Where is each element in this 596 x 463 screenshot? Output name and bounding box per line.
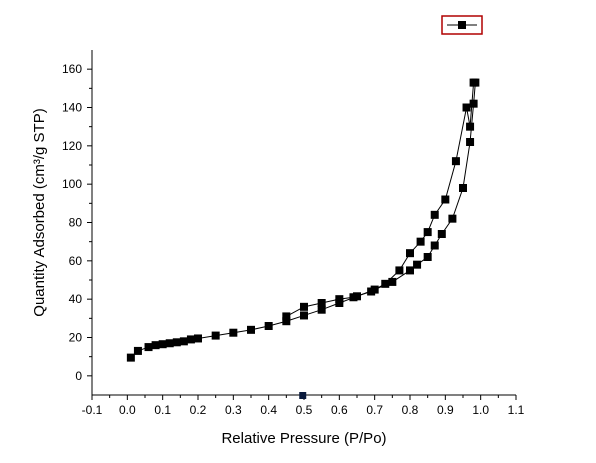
y-ticks: 0 20 40 60 80 100 120 140 160 [62,62,92,383]
series-2-point [395,266,404,275]
stray-marker [299,392,307,399]
y-tick-label: 120 [62,139,82,153]
y-tick-label: 0 [75,369,82,383]
series-1-point [133,346,142,355]
series-2-point [406,249,414,258]
series-1-point [144,343,153,352]
series-points [126,78,480,362]
x-tick-label: 0.6 [331,403,348,417]
series-2-point [430,210,439,219]
series-2-point [441,195,450,204]
series-1-point [459,184,467,192]
series-1-point [179,337,188,346]
legend [441,15,483,35]
x-tick-label: 0.7 [366,403,383,417]
x-axis-title: Relative Pressure (P/Po) [221,430,386,447]
y-tick-label: 40 [69,292,83,306]
legend-series-marker [458,21,466,29]
series-2-point [282,312,291,321]
series-1-point [151,341,160,350]
series-1-point [186,335,195,344]
series-1-point [388,277,397,286]
series-2-point [416,237,425,246]
series-1-point [437,230,446,238]
series-1-point [264,322,273,330]
x-tick-label: 0.9 [437,403,454,417]
x-tick-label: 0.3 [225,403,242,417]
series-1-point [423,253,432,261]
y-tick-label: 160 [62,62,82,76]
series-1-point [194,334,202,343]
series-1-point [300,311,308,320]
series-1-point [126,353,135,362]
series-1-point [448,214,457,223]
y-tick-label: 100 [62,177,82,191]
series-2-point [451,157,460,166]
y-axis-title: Quantity Adsorbed (cm³/g STP) [31,108,48,316]
series-2-point [349,293,358,302]
series-1-point [466,138,475,146]
series-2-point [466,122,475,131]
series-1-point [406,266,414,275]
series-1-point [158,340,167,349]
y-tick-label: 140 [62,101,82,115]
series-2-point [462,103,471,112]
x-tick-label: 0.2 [190,403,207,417]
y-tick-label: 60 [69,254,83,268]
series-2-point [381,279,390,288]
y-tick-label: 80 [69,216,83,230]
x-tick-label: 0.0 [119,403,136,417]
x-tick-label: 0.8 [402,403,419,417]
x-ticks: -0.1 0.0 0.1 0.2 0.3 0.4 0.5 0.6 0.7 0.8 0.9 1.0 1.1 [82,395,525,417]
x-tick-label: 1.0 [472,403,489,417]
series-2-point [300,302,308,311]
x-tick-label: 0.5 [296,403,313,417]
series-1-point [229,328,238,337]
series-2-point [367,287,376,296]
series-1-point [211,331,220,340]
series-2-point [469,78,478,87]
series-1-point [165,339,174,348]
x-tick-label: 0.1 [154,403,171,417]
series-2-point [423,228,432,237]
series-1-point [430,241,439,250]
series-1-point [172,338,181,347]
series-1-point [317,305,326,314]
series-2-point [317,299,326,307]
series-1-point [469,99,478,108]
series-1-point [282,317,291,326]
x-tick-label: -0.1 [82,403,103,417]
x-tick-label: 0.4 [260,403,277,417]
y-tick-label: 20 [69,331,83,345]
annotations [299,392,307,399]
x-tick-label: 1.1 [508,403,525,417]
series-1-point [247,325,255,334]
series-1-point [413,260,422,269]
series-2-point [335,295,344,304]
